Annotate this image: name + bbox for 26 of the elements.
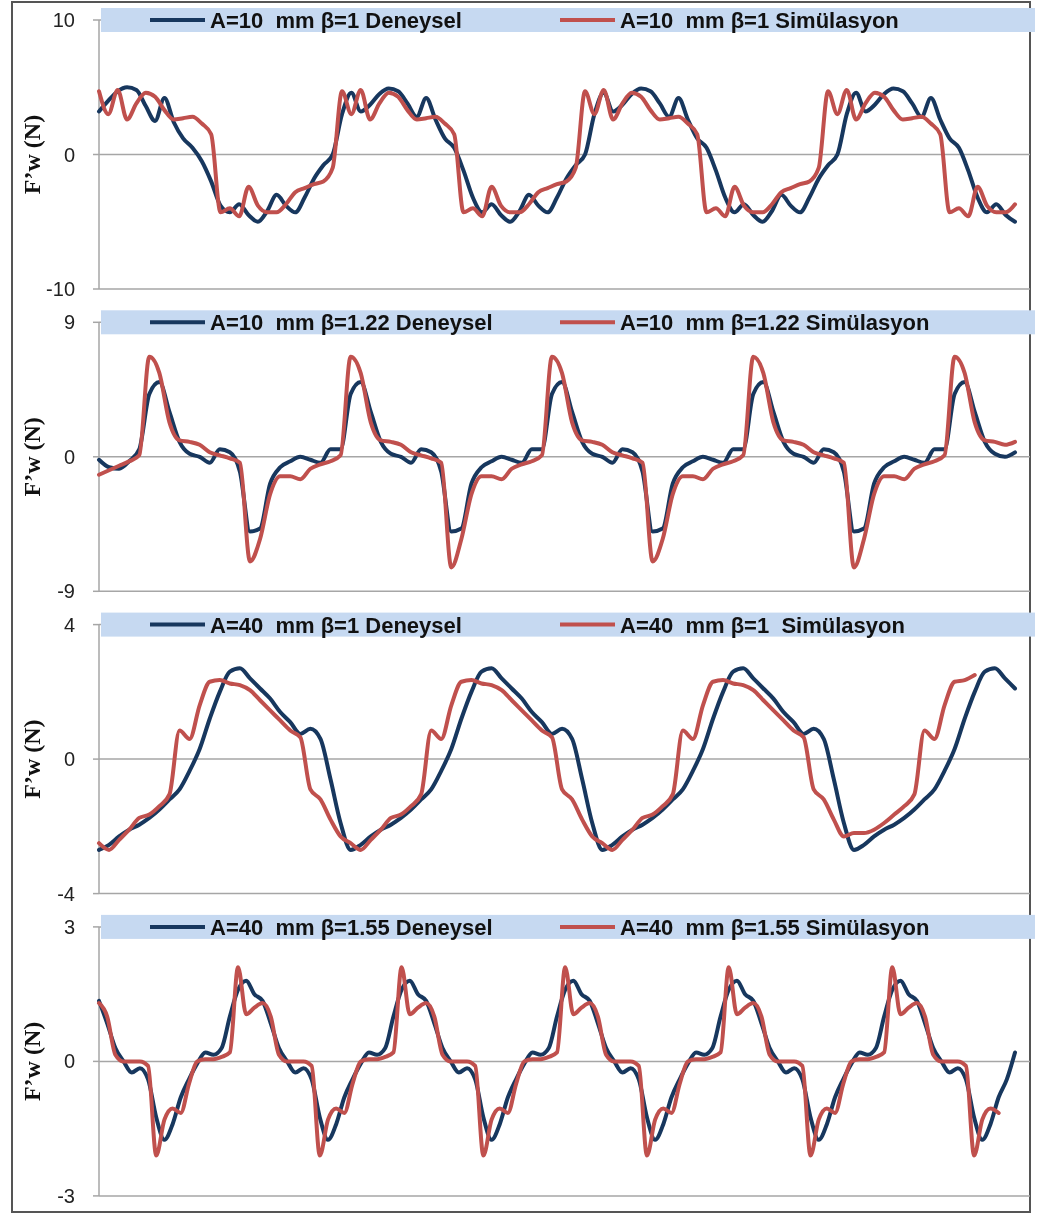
legend-label: A=40 mm β=1 Simülasyon [620, 612, 905, 638]
y-tick-label: -9 [57, 580, 75, 603]
legend-label: A=40 mm β=1.55 Simülasyon [620, 914, 930, 940]
line-series [97, 965, 1001, 1158]
y-tick-label: 0 [63, 1050, 75, 1073]
y-tick-label: 0 [63, 748, 75, 771]
legend-label: A=10 mm β=1 Simülasyon [620, 8, 899, 33]
y-tick-label: -10 [46, 278, 75, 300]
y-tick-label: 9 [63, 311, 75, 334]
y-axis-title: F’w (N) [19, 417, 45, 497]
legend-label: A=10 mm β=1.22 Deneysel [210, 310, 493, 336]
legend-label: A=10 mm β=1.22 Simülasyon [620, 310, 930, 336]
legend-label: A=10 mm β=1 Deneysel [210, 8, 462, 33]
y-tick-label: 0 [63, 445, 75, 468]
legend-label: A=40 mm β=1.55 Deneysel [210, 914, 493, 940]
legend-label: A=40 mm β=1 Deneysel [210, 612, 462, 638]
y-tick-label: -4 [57, 882, 75, 905]
y-tick-label: -3 [57, 1184, 75, 1207]
y-tick-label: 4 [63, 613, 75, 636]
y-axis-title: F’w (N) [19, 719, 45, 799]
y-tick-label: 0 [63, 143, 75, 166]
y-tick-label: 3 [63, 915, 75, 938]
line-series [97, 354, 1017, 570]
y-axis-title: F’w (N) [19, 114, 45, 195]
y-tick-label: 10 [52, 9, 75, 31]
y-axis-title: F’w (N) [19, 1021, 45, 1102]
